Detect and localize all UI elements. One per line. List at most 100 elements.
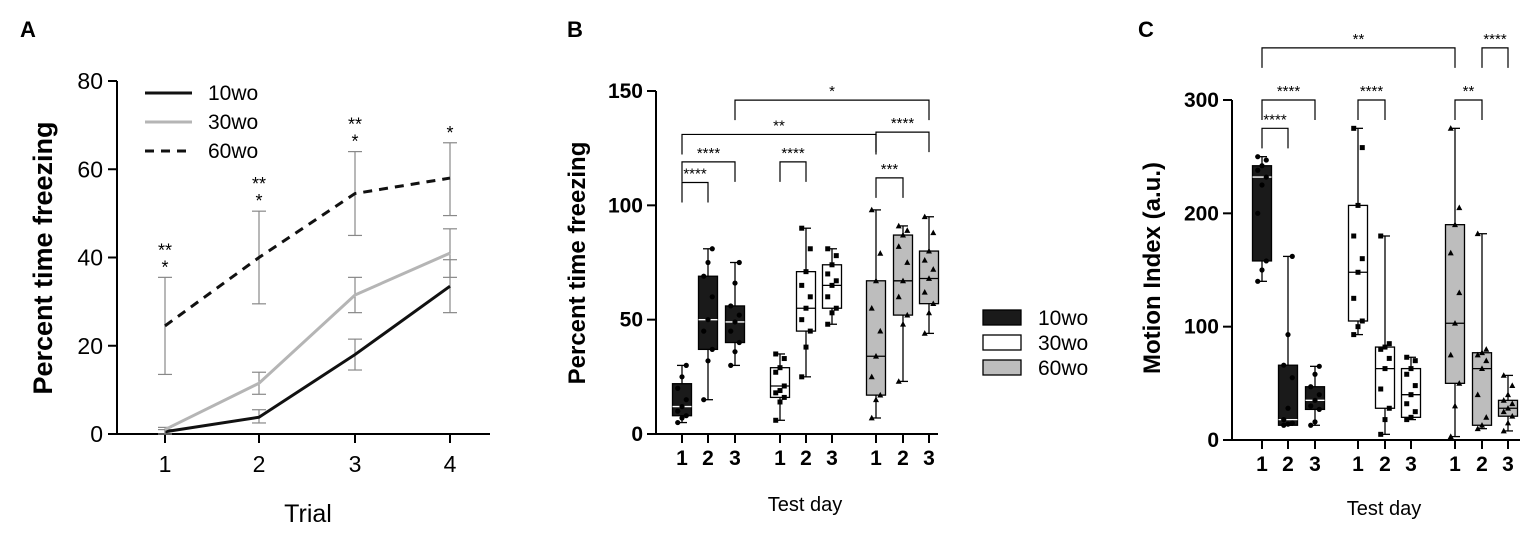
panel-b-data-point bbox=[701, 397, 707, 403]
panel-c-data-point bbox=[1474, 230, 1481, 237]
panel-c-significance-bracket bbox=[1454, 99, 1483, 120]
panel-c-data-point bbox=[1255, 167, 1261, 173]
panel-c-x-tick-label: 1 bbox=[1352, 453, 1364, 476]
panel-b-data-point bbox=[833, 305, 839, 311]
panel-c-significance-bracket bbox=[1261, 127, 1289, 149]
panel-c-data-point bbox=[1355, 202, 1361, 208]
panel-b-data-point bbox=[895, 293, 902, 300]
panel-b-legend-swatch-60wo bbox=[982, 359, 1022, 376]
panel-c-data-point bbox=[1355, 269, 1361, 275]
panel-b-data-point bbox=[873, 277, 879, 284]
panel-a-significance-mark: ** bbox=[348, 115, 362, 135]
panel-a-significance-mark: * bbox=[351, 132, 358, 152]
panel-b-data-point bbox=[825, 321, 831, 327]
panel-a-y-tick-label: 20 bbox=[77, 333, 103, 359]
panel-b-data-point bbox=[895, 378, 902, 384]
panel-b-data-point bbox=[921, 213, 928, 220]
panel-b-data-point bbox=[683, 397, 689, 403]
panel-c-significance-bracket bbox=[1261, 99, 1316, 120]
panel-b-data-point bbox=[829, 310, 835, 316]
panel-b-data-point bbox=[807, 246, 813, 252]
panel-c-data-point bbox=[1452, 221, 1458, 228]
panel-b-significance-label: **** bbox=[683, 165, 707, 182]
panel-b-x-axis-title: Test day bbox=[768, 494, 842, 516]
panel-c-data-point bbox=[1316, 363, 1322, 369]
panel-c-data-point bbox=[1404, 401, 1410, 407]
panel-b-significance-label: **** bbox=[891, 115, 915, 132]
panel-c-data-point bbox=[1259, 163, 1265, 169]
panel-b-data-point bbox=[777, 399, 783, 405]
panel-b-data-point bbox=[773, 351, 779, 357]
panel-c-x-tick-label: 2 bbox=[1476, 453, 1488, 476]
panel-label-a: A bbox=[20, 17, 36, 42]
panel-b-x-tick-label: 2 bbox=[702, 447, 714, 470]
panel-c-data-point bbox=[1479, 422, 1485, 428]
panel-b-data-point bbox=[709, 294, 715, 300]
panel-b-data-point bbox=[825, 294, 831, 300]
panel-b-data-point bbox=[728, 328, 734, 334]
panel-b-legend-label: 60wo bbox=[1038, 357, 1088, 380]
panel-b-significance-bracket bbox=[875, 177, 904, 198]
panel-b-data-point bbox=[679, 403, 685, 410]
panel-b-data-point bbox=[926, 247, 932, 254]
panel-b-data-point bbox=[781, 383, 787, 389]
panel-c-x-tick-label: 3 bbox=[1405, 453, 1417, 476]
panel-c-data-point bbox=[1285, 405, 1291, 411]
panel-c-data-point bbox=[1404, 371, 1410, 377]
panel-c-data-point bbox=[1386, 341, 1392, 347]
panel-b-data-point bbox=[829, 282, 835, 288]
panel-a-series-line-30wo bbox=[164, 251, 451, 431]
panel-b-data-point bbox=[877, 391, 884, 398]
panel-b-data-point bbox=[904, 227, 911, 233]
panel-b-significance-label: **** bbox=[781, 145, 805, 162]
panel-b-data-point bbox=[868, 414, 875, 421]
panel-a-legend-label: 60wo bbox=[208, 140, 258, 163]
panel-b-data-point bbox=[930, 266, 937, 272]
panel-b-data-point bbox=[773, 369, 779, 375]
panel-b-x-tick-label: 3 bbox=[729, 447, 741, 470]
panel-b-box-30wo-day2 bbox=[795, 270, 817, 332]
panel-b-data-point bbox=[736, 312, 742, 318]
panel-b-data-point bbox=[709, 346, 715, 352]
panel-c-significance-label: **** bbox=[1360, 83, 1384, 100]
panel-c-data-point bbox=[1255, 154, 1261, 160]
panel-b-data-point bbox=[781, 394, 787, 400]
panel-c-data-point bbox=[1500, 397, 1507, 403]
panel-b-data-point bbox=[877, 250, 884, 256]
panel-c-data-point bbox=[1289, 253, 1295, 259]
panel-c-data-point bbox=[1500, 408, 1507, 415]
panel-label-c: C bbox=[1138, 17, 1154, 42]
panel-c-data-point bbox=[1479, 349, 1485, 356]
panel-b-data-point bbox=[728, 362, 734, 368]
panel-b-data-point bbox=[833, 278, 839, 284]
panel-b-data-point bbox=[679, 374, 685, 380]
panel-b-x-tick-label: 1 bbox=[870, 447, 882, 470]
panel-c-box-60wo-day1 bbox=[1444, 224, 1466, 384]
panel-a-y-axis-title: Percent time freezing bbox=[28, 121, 58, 394]
panel-a-series-line-60wo bbox=[164, 176, 451, 328]
panel-b-data-point bbox=[799, 374, 805, 380]
panel-b-data-point bbox=[773, 417, 779, 423]
panel-c-data-point bbox=[1359, 256, 1365, 262]
panel-c-data-point bbox=[1289, 420, 1295, 426]
panel-c-significance-bracket bbox=[1481, 47, 1509, 68]
panel-b-x-tick-label: 1 bbox=[676, 447, 688, 470]
panel-c-data-point bbox=[1378, 431, 1384, 437]
panel-c-data-point bbox=[1386, 355, 1392, 361]
panel-b-data-point bbox=[900, 231, 906, 238]
panel-b-data-point bbox=[921, 257, 928, 263]
panel-b-data-point bbox=[773, 390, 779, 396]
panel-c-x-axis-title: Test day bbox=[1347, 498, 1421, 520]
panel-c-data-point bbox=[1378, 233, 1384, 239]
panel-c-data-point bbox=[1509, 382, 1516, 388]
panel-c-y-tick-label: 300 bbox=[1184, 89, 1219, 112]
panel-c-x-tick-label: 3 bbox=[1502, 453, 1514, 476]
panel-c-data-point bbox=[1408, 414, 1414, 420]
panel-b-data-point bbox=[833, 253, 839, 259]
panel-b-data-point bbox=[807, 294, 813, 300]
panel-c-data-point bbox=[1452, 402, 1458, 409]
panel-b-significance-label: **** bbox=[697, 145, 721, 162]
panel-c-x-tick-label: 2 bbox=[1379, 453, 1391, 476]
panel-b-legend-label: 10wo bbox=[1038, 307, 1088, 330]
panel-b-y-axis-title: Percent time freezing bbox=[564, 142, 591, 385]
